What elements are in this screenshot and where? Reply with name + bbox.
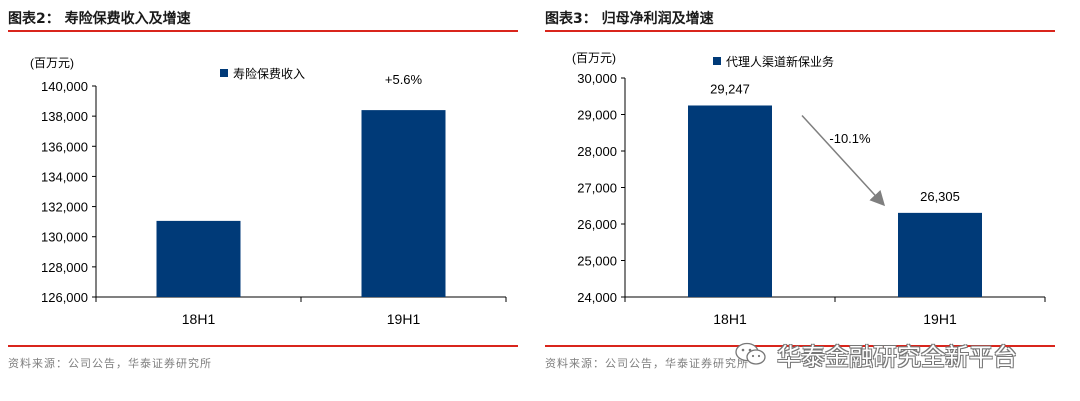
title-divider xyxy=(545,30,1055,32)
legend-label: 寿险保费收入 xyxy=(233,66,305,81)
y-tick-label: 130,000 xyxy=(41,230,88,245)
axis-unit-label: (百万元) xyxy=(30,56,74,70)
x-tick-label: 19H1 xyxy=(387,311,421,327)
y-tick-label: 134,000 xyxy=(41,169,88,184)
figure-title: 图表2： 寿险保费收入及增速 xyxy=(8,11,191,27)
wechat-icon xyxy=(735,342,766,365)
figure-title: 图表3： 归母净利润及增速 xyxy=(545,11,714,27)
chart-panel-profit: 图表3： 归母净利润及增速 (百万元) 24,000 25,000 26,000 27,… xyxy=(545,0,1060,401)
bar-18h1 xyxy=(688,105,772,297)
x-tick-label: 18H1 xyxy=(713,311,747,327)
data-label: 29,247 xyxy=(710,81,750,96)
y-tick-label: 30,000 xyxy=(577,71,617,86)
growth-annotation: -10.1% xyxy=(829,131,871,146)
watermark-text: 华泰金融研究全新平台 xyxy=(777,343,1017,371)
data-label: 26,305 xyxy=(920,189,960,204)
bar-19h1 xyxy=(361,110,446,297)
x-tick-label: 18H1 xyxy=(182,311,216,327)
y-tick-label: 25,000 xyxy=(577,254,617,269)
y-tick-label: 136,000 xyxy=(41,139,88,154)
y-tick-label: 140,000 xyxy=(41,79,88,94)
growth-annotation: +5.6% xyxy=(385,72,423,87)
source-divider xyxy=(8,345,518,347)
chart-panel-premium: 图表2： 寿险保费收入及增速 (百万元) 126,000 128,000 130,00… xyxy=(8,0,523,401)
y-tick-label: 132,000 xyxy=(41,200,88,215)
y-tick-label: 138,000 xyxy=(41,109,88,124)
y-tick-label: 128,000 xyxy=(41,260,88,275)
y-tick-label: 27,000 xyxy=(577,181,617,196)
new-business-bar-chart: (百万元) 24,000 25,000 26,000 27,000 28,000 29,00… xyxy=(572,51,1046,327)
legend-label: 代理人渠道新保业务 xyxy=(726,54,834,69)
source-note: 资料来源：公司公告，华泰证券研究所 xyxy=(545,357,749,370)
bar-18h1 xyxy=(156,220,241,297)
y-tick-label: 24,000 xyxy=(577,290,617,305)
watermark: 华泰金融研究全新平台 xyxy=(735,336,1055,371)
source-note: 资料来源：公司公告，华泰证券研究所 xyxy=(8,357,212,370)
y-tick-label: 26,000 xyxy=(577,217,617,232)
bar-19h1 xyxy=(898,212,982,297)
y-tick-label: 28,000 xyxy=(577,144,617,159)
decline-arrow xyxy=(801,114,886,207)
x-tick-label: 19H1 xyxy=(923,311,957,327)
axis-unit-label: (百万元) xyxy=(572,51,616,65)
legend-swatch xyxy=(220,69,228,77)
source-divider xyxy=(545,345,1055,347)
title-divider xyxy=(8,30,518,32)
premium-bar-chart: (百万元) 126,000 128,000 130,000 132,000 134,000… xyxy=(30,56,507,327)
legend-swatch xyxy=(713,57,721,65)
y-tick-label: 29,000 xyxy=(577,108,617,123)
y-tick-label: 126,000 xyxy=(41,290,88,305)
